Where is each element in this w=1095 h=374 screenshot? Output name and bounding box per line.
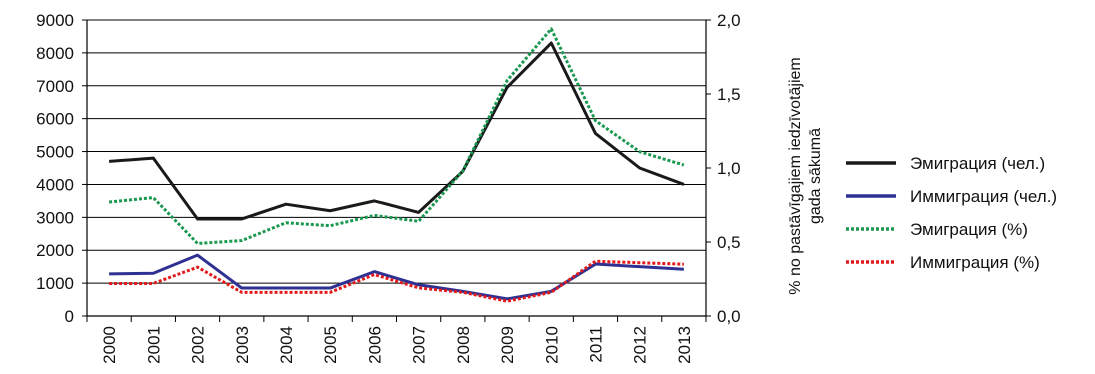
legend-label-1: Эмиграция (чел.) — [910, 154, 1045, 173]
y-right-tick-label: 0,5 — [717, 233, 741, 252]
y-right-axis-label-line2: gada sākumā — [807, 128, 824, 224]
y-right-tick-labels: 0,0 0,5 1,0 1,5 2,0 — [717, 11, 741, 326]
y-left-tick-label: 0 — [65, 307, 74, 326]
x-tick-label: 2003 — [233, 326, 252, 364]
y-left-tick-labels: 0 1000 2000 3000 4000 5000 6000 7000 8000 9000 — [36, 11, 74, 326]
y-right-axis-label: % no pastāvīgajiem iedzīvotājiem gada sā… — [787, 57, 824, 294]
y-left-tick-label: 4000 — [36, 175, 74, 194]
x-tick-label: 2012 — [631, 326, 650, 364]
x-tick-label: 2011 — [586, 326, 605, 363]
y-left-tick-label: 7000 — [36, 77, 74, 96]
legend: Эмиграция (чел.) Иммиграция (чел.) Эмиграц… — [846, 154, 1057, 272]
x-tick-label: 2007 — [410, 326, 429, 364]
legend-label-2: Иммиграция (чел.) — [910, 187, 1057, 206]
series-line-1 — [108, 41, 685, 221]
y-left-tick-label: 1000 — [36, 274, 74, 293]
y-right-tick-label: 1,5 — [717, 85, 741, 104]
x-tick-label: 2000 — [100, 326, 119, 364]
y-left-tick-label: 9000 — [36, 11, 74, 30]
y-left-tick-label: 5000 — [36, 143, 74, 162]
legend-label-4: Иммиграция (%) — [910, 253, 1040, 272]
series-line-4 — [109, 259, 684, 303]
x-tick-label: 2010 — [542, 326, 561, 364]
legend-label-3: Эмиграция (%) — [910, 220, 1028, 239]
x-tick-label: 2005 — [321, 326, 340, 364]
x-tick-label: 2004 — [277, 326, 296, 364]
y-right-tick-label: 2,0 — [717, 11, 741, 30]
y-left-tick-label: 2000 — [36, 241, 74, 260]
y-right-tick-label: 1,0 — [717, 159, 741, 178]
x-tick-label: 2006 — [365, 326, 384, 364]
x-tick-labels: 2000 2001 2002 2003 2004 2005 2006 2007 2008 2009… — [100, 326, 694, 364]
series-line-3 — [108, 27, 685, 245]
y-right-tick-label: 0,0 — [717, 307, 741, 326]
y-left-tick-label: 3000 — [36, 208, 74, 227]
y-right-axis-label-line1: % no pastāvīgajiem iedzīvotājiem — [787, 57, 804, 294]
y-left-tick-label: 6000 — [36, 110, 74, 129]
x-tick-label: 2008 — [454, 326, 473, 364]
y-left-tick-label: 8000 — [36, 44, 74, 63]
gridlines — [87, 19, 706, 284]
series-lines — [108, 27, 685, 303]
x-tick-label: 2002 — [189, 326, 208, 364]
x-tick-label: 2009 — [498, 326, 517, 364]
x-tick-label: 2001 — [144, 326, 163, 364]
axes — [82, 19, 711, 322]
x-tick-label: 2013 — [675, 326, 694, 364]
series-line-2 — [109, 253, 684, 301]
